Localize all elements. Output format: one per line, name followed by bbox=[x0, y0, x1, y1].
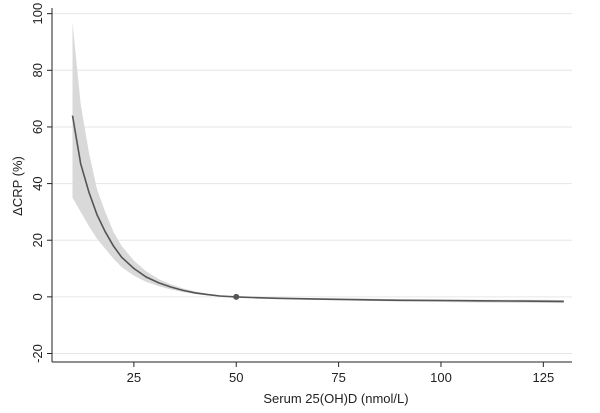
x-ticks: 25 50 75 100 125 bbox=[127, 362, 554, 385]
y-tick-label: 100 bbox=[30, 3, 45, 25]
series-line bbox=[71, 115, 564, 303]
x-tick-label: 75 bbox=[331, 370, 345, 385]
reference-point bbox=[233, 293, 240, 300]
y-axis-label: ΔCRP (%) bbox=[10, 156, 25, 216]
x-axis-label: Serum 25(OH)D (nmol/L) bbox=[263, 391, 408, 406]
y-tick-label: 20 bbox=[30, 233, 45, 247]
y-tick-label: 40 bbox=[30, 176, 45, 190]
x-tick-label: 50 bbox=[229, 370, 243, 385]
x-tick-label: 25 bbox=[127, 370, 141, 385]
y-tick-label: -20 bbox=[30, 344, 45, 363]
x-tick-label: 125 bbox=[532, 370, 554, 385]
gridlines bbox=[52, 13, 572, 355]
axes bbox=[51, 8, 572, 363]
y-tick-label: 0 bbox=[30, 293, 45, 300]
curve-layer bbox=[71, 115, 564, 303]
confidence-band-layer bbox=[72, 22, 564, 304]
x-tick-label: 100 bbox=[430, 370, 452, 385]
y-ticks: -20 0 20 40 60 80 100 bbox=[30, 3, 52, 363]
y-tick-label: 80 bbox=[30, 63, 45, 77]
y-tick-label: 60 bbox=[30, 120, 45, 134]
confidence-band bbox=[72, 22, 564, 304]
